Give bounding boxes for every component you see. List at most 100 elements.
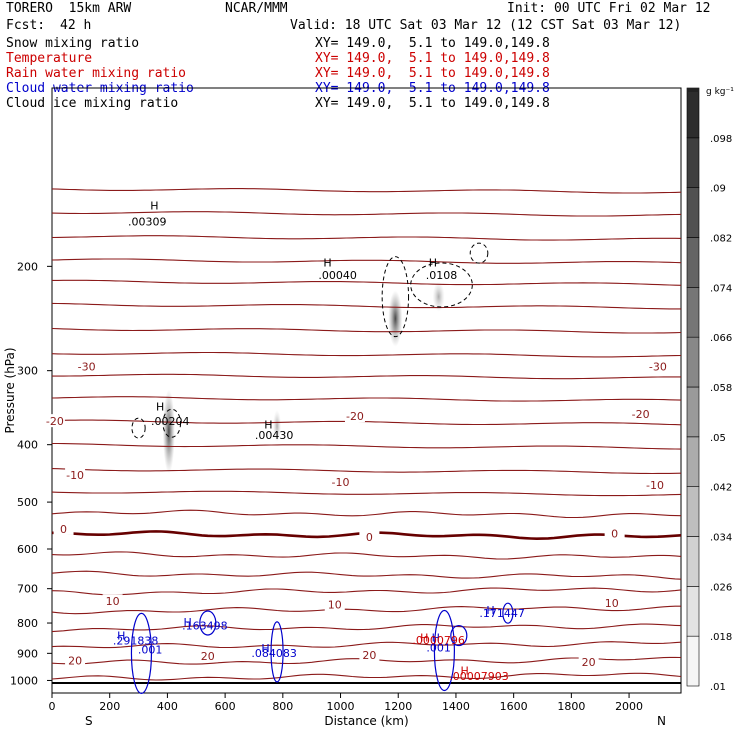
colorbar-swatch (686, 386, 700, 438)
x-tick-label: 200 (99, 700, 120, 713)
temperature-label: 20 (201, 650, 215, 663)
colorbar-swatch (686, 486, 700, 537)
cloud-water-contour (502, 602, 514, 624)
temperature-label: 0 (611, 528, 618, 541)
colorbar-label: .058 (710, 383, 732, 394)
isotherm-line (51, 623, 682, 633)
forecast-label: Fcst: (6, 18, 46, 33)
colorbar-swatch (686, 87, 700, 139)
x-tick-label: 600 (215, 700, 236, 713)
isotherm-line (51, 605, 681, 615)
isotherm-line (51, 468, 682, 475)
cloud-ice-contour (381, 256, 410, 338)
x-tick-label: 1600 (500, 700, 528, 713)
isotherm-line (52, 279, 682, 286)
high-marker: H (460, 665, 468, 678)
high-marker: H (420, 632, 428, 645)
isotherm-line (51, 587, 682, 596)
high-marker: H (323, 256, 331, 269)
max-value-label: .0108 (426, 269, 458, 282)
high-marker: H (156, 401, 164, 414)
temp-label-bg (76, 359, 97, 373)
south-label: S (85, 714, 93, 728)
y-tick-label: 400 (17, 439, 38, 452)
y-tick-label: 900 (17, 647, 38, 660)
temperature-label: 20 (582, 656, 596, 669)
x-tick-label: 1800 (557, 700, 585, 713)
colorbar-label: .026 (710, 582, 732, 593)
temperature-label: -20 (632, 408, 650, 421)
field-name: Rain water mixing ratio (6, 66, 187, 81)
colorbar-label: .01 (710, 682, 726, 693)
x-tick-label: 1000 (327, 700, 355, 713)
valid-time: Valid: 18 UTC Sat 03 Mar 12 (12 CST Sat … (290, 18, 682, 33)
temperature-label: -30 (649, 360, 667, 373)
y-tick-label: 300 (17, 365, 38, 378)
isotherm-line (51, 419, 682, 426)
isotherm-line (51, 509, 682, 519)
temp-label-bg (647, 359, 668, 373)
cloud-ice-contour (131, 417, 146, 439)
high-marker: H (261, 642, 269, 655)
cloud-ice-contour (469, 242, 489, 264)
x-tick-label: 1200 (384, 700, 412, 713)
max-value-label: .163498 (182, 619, 228, 632)
snow-shade (273, 410, 282, 443)
temperature-label: 0 (366, 531, 373, 544)
max-value-label: .00430 (255, 429, 294, 442)
temperature-label: 0 (60, 523, 67, 536)
cloud-water-contour (433, 609, 456, 692)
temp-label-bg (65, 467, 86, 481)
cloud-water-contour (130, 612, 153, 694)
colorbar-label: .042 (710, 483, 732, 494)
field-xy-range: XY= 149.0, 5.1 to 149.0,149.8 (315, 36, 550, 51)
max-value-label: .084083 (251, 647, 297, 660)
y-tick-label: 600 (17, 543, 38, 556)
temp-label-bg (359, 530, 380, 544)
x-tick-label: 1400 (442, 700, 470, 713)
forecast-hours: 42 h (60, 18, 92, 33)
cloud-ice-contour (162, 408, 182, 438)
max-value-label: .00040 (318, 269, 357, 282)
temp-label-bg (330, 474, 351, 488)
temp-label-bg (645, 478, 666, 492)
field-xy-range: XY= 149.0, 5.1 to 149.0,149.8 (315, 96, 550, 111)
center-title: NCAR/MMM (225, 1, 288, 16)
temp-label-bg (359, 647, 380, 661)
colorbar-swatch (686, 287, 700, 338)
y-tick-label: 800 (17, 617, 38, 630)
colorbar-label: .034 (710, 533, 732, 544)
field-name: Snow mixing ratio (6, 36, 140, 51)
isotherm-line (51, 570, 682, 580)
isotherm-line (51, 396, 682, 402)
isotherm-line (51, 302, 681, 310)
temp-label-bg (604, 526, 625, 540)
temp-label-bg (344, 409, 365, 423)
max-value-label: .001 (138, 643, 163, 656)
colorbar-label: .05 (710, 433, 726, 444)
max-value-label: .0000796 (412, 634, 465, 647)
temperature-label: -20 (346, 410, 364, 423)
temp-label-bg (65, 653, 86, 667)
y-tick-label: 200 (17, 260, 38, 273)
temp-label-bg (44, 414, 65, 428)
y-tick-label: 1000 (10, 674, 38, 687)
temperature-label: -20 (46, 415, 64, 428)
temperature-label: 10 (605, 597, 619, 610)
temperature-label: 10 (106, 595, 120, 608)
colorbar-swatch (686, 436, 700, 487)
temperature-label: -10 (646, 479, 664, 492)
cloud-water-contour (270, 621, 284, 683)
field-name: Cloud ice mixing ratio (6, 96, 179, 111)
max-value-label: .00204 (151, 415, 190, 428)
high-marker: H (183, 616, 191, 629)
x-tick-label: 400 (157, 700, 178, 713)
max-value-label: .001 (426, 642, 451, 655)
colorbar-swatch (686, 187, 700, 238)
high-marker: H (117, 630, 125, 643)
max-value-label: .291838 (113, 635, 159, 648)
high-marker: H (264, 419, 272, 432)
isotherm-line (51, 327, 682, 334)
colorbar-swatch (686, 336, 700, 388)
temp-label-bg (102, 594, 123, 608)
